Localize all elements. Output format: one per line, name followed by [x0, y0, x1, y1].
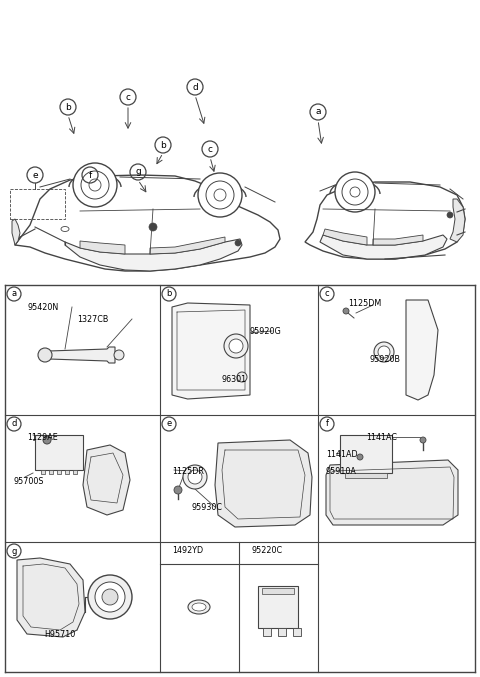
Text: 95420N: 95420N — [27, 303, 58, 312]
Text: 1492YD: 1492YD — [172, 546, 203, 555]
Polygon shape — [65, 239, 242, 271]
Text: 95910A: 95910A — [326, 467, 357, 476]
Text: g: g — [135, 167, 141, 177]
Bar — [65, 470, 69, 474]
Ellipse shape — [192, 603, 206, 611]
Polygon shape — [320, 235, 447, 259]
Circle shape — [95, 582, 125, 612]
Circle shape — [350, 187, 360, 197]
Circle shape — [38, 348, 52, 362]
Circle shape — [224, 334, 248, 358]
Bar — [345, 473, 387, 478]
Polygon shape — [373, 235, 423, 245]
Polygon shape — [17, 558, 85, 637]
Text: 96301: 96301 — [222, 375, 247, 384]
Bar — [73, 470, 77, 474]
Polygon shape — [12, 219, 20, 245]
Text: g: g — [12, 546, 17, 556]
Polygon shape — [172, 303, 250, 399]
Text: 95920B: 95920B — [370, 355, 401, 364]
Circle shape — [357, 454, 363, 460]
Circle shape — [88, 575, 132, 619]
Circle shape — [447, 212, 453, 218]
Circle shape — [81, 171, 109, 199]
Text: b: b — [160, 141, 166, 150]
Bar — [258, 586, 298, 628]
Circle shape — [73, 163, 117, 207]
Polygon shape — [15, 175, 280, 271]
Text: d: d — [192, 83, 198, 91]
Circle shape — [229, 339, 243, 353]
Text: c: c — [207, 144, 213, 154]
Circle shape — [206, 181, 234, 209]
Circle shape — [214, 189, 226, 201]
Text: d: d — [12, 420, 17, 429]
Polygon shape — [215, 440, 312, 527]
Polygon shape — [83, 445, 130, 515]
Circle shape — [89, 179, 101, 191]
Text: b: b — [65, 102, 71, 112]
Circle shape — [102, 589, 118, 605]
Bar — [10, 189, 65, 219]
Circle shape — [114, 350, 124, 360]
Text: b: b — [166, 290, 172, 299]
Bar — [278, 628, 286, 636]
Bar — [57, 470, 61, 474]
Bar — [293, 628, 301, 636]
Ellipse shape — [188, 600, 210, 614]
Circle shape — [343, 308, 349, 314]
Circle shape — [237, 372, 247, 382]
Circle shape — [149, 223, 157, 231]
Ellipse shape — [61, 227, 69, 232]
Polygon shape — [305, 182, 465, 259]
Text: 95220C: 95220C — [251, 546, 282, 555]
Bar — [41, 470, 45, 474]
Text: c: c — [125, 93, 131, 102]
Text: a: a — [12, 290, 17, 299]
Text: H95710: H95710 — [44, 630, 76, 639]
Bar — [49, 470, 53, 474]
Circle shape — [420, 437, 426, 443]
Circle shape — [335, 172, 375, 212]
Text: 1141AD: 1141AD — [326, 450, 358, 459]
Polygon shape — [406, 300, 438, 400]
Circle shape — [198, 173, 242, 217]
Text: e: e — [32, 171, 38, 179]
Bar — [263, 628, 271, 636]
Text: f: f — [325, 420, 328, 429]
Circle shape — [188, 470, 202, 484]
Polygon shape — [80, 241, 125, 254]
Text: c: c — [324, 290, 329, 299]
Circle shape — [43, 436, 51, 444]
Text: e: e — [167, 420, 172, 429]
Polygon shape — [326, 460, 458, 525]
Text: 1125DR: 1125DR — [172, 467, 204, 476]
Text: 95920G: 95920G — [250, 327, 282, 336]
Text: a: a — [315, 108, 321, 116]
Bar — [35, 435, 83, 470]
Text: 95700S: 95700S — [13, 477, 44, 486]
Bar — [262, 588, 294, 594]
Circle shape — [235, 240, 241, 246]
Circle shape — [174, 486, 182, 494]
Polygon shape — [323, 229, 367, 245]
Polygon shape — [450, 199, 465, 242]
Circle shape — [378, 346, 390, 358]
Polygon shape — [150, 237, 225, 254]
Text: 1129AE: 1129AE — [27, 433, 58, 442]
Circle shape — [183, 465, 207, 489]
Polygon shape — [49, 347, 115, 363]
Circle shape — [374, 342, 394, 362]
Text: 1141AC: 1141AC — [366, 433, 397, 442]
Bar — [340, 435, 392, 473]
Text: 1327CB: 1327CB — [77, 315, 108, 324]
Text: 95930C: 95930C — [192, 503, 223, 512]
Text: f: f — [88, 171, 92, 179]
Text: 1125DM: 1125DM — [348, 299, 381, 308]
Circle shape — [342, 179, 368, 205]
